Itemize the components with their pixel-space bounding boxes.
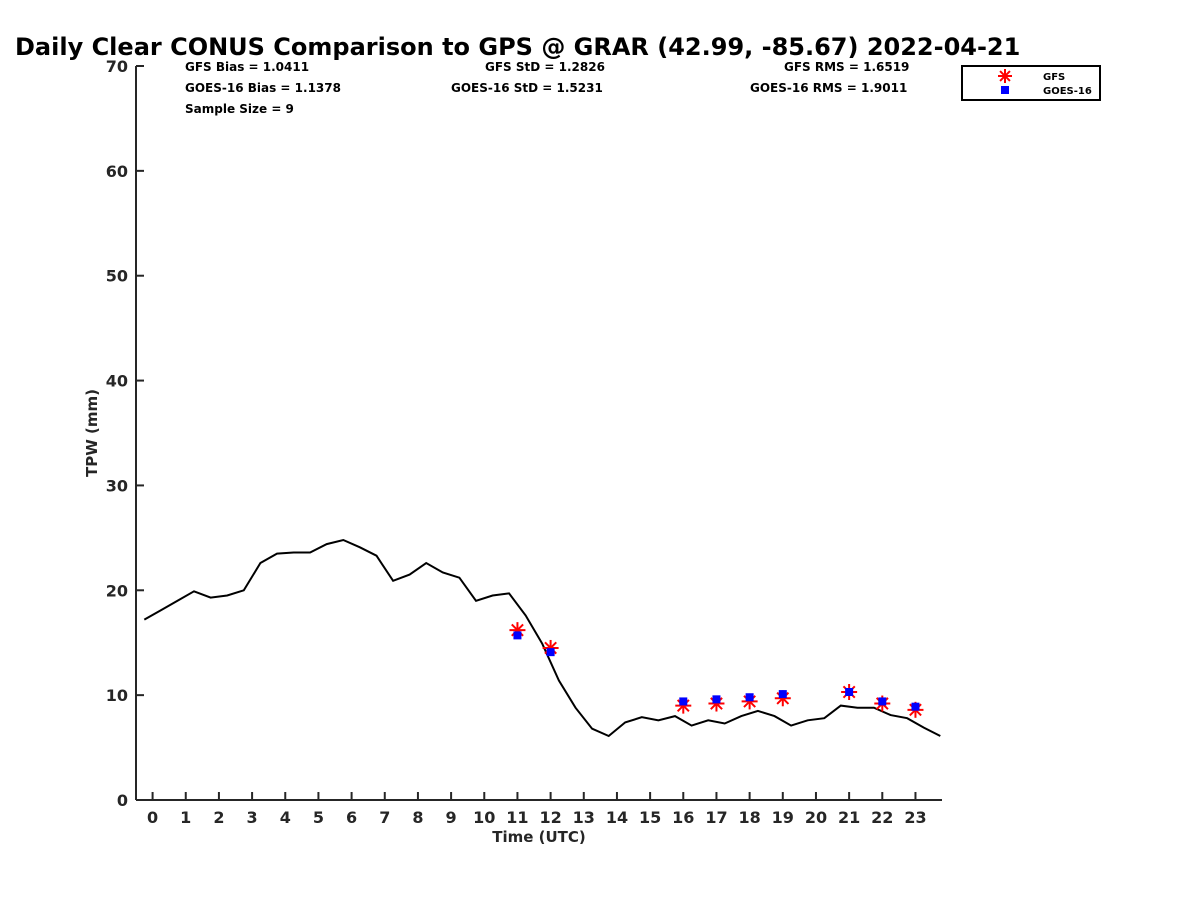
x-tick-label: 10 [473,808,495,827]
y-tick-label: 50 [106,267,128,286]
x-tick-label: 12 [539,808,561,827]
x-tick-label: 8 [412,808,423,827]
goes-rms-stat: GOES-16 RMS = 1.9011 [750,81,907,95]
goes-16-point [745,693,754,702]
sample-size-stat: Sample Size = 9 [185,102,294,116]
x-tick-label: 6 [346,808,357,827]
x-tick-label: 15 [639,808,661,827]
legend: GFS GOES-16 [961,65,1101,101]
gps-tpw-line [143,538,941,738]
x-tick-label: 14 [606,808,628,827]
goes-16-point [911,702,920,711]
goes-std-stat: GOES-16 StD = 1.5231 [451,81,603,95]
x-tick-label: 11 [506,808,528,827]
legend-goes-16-marker [1001,86,1009,94]
goes-16-point [513,631,522,640]
x-tick-label: 17 [705,808,727,827]
gfs-rms-stat: GFS RMS = 1.6519 [784,60,909,74]
legend-label: GFS [1043,72,1065,83]
axes [135,66,942,801]
y-tick-label: 30 [106,476,128,495]
x-tick-label: 13 [573,808,595,827]
gfs-bias-stat: GFS Bias = 1.0411 [185,60,309,74]
x-tick-label: 9 [446,808,457,827]
goes-16-point [546,648,555,657]
y-tick-label: 70 [106,57,128,76]
y-tick-label: 20 [106,581,128,600]
x-tick-label: 18 [738,808,760,827]
legend-box [961,65,1101,101]
x-tick-label: 5 [313,808,324,827]
y-tick-label: 10 [106,686,128,705]
y-ticks: 0 10 20 30 40 50 60 70 [106,57,144,810]
x-ticks: 0 1 2 3 4 5 6 7 8 9 10 11 12 13 14 15 16 17 18 19 20 21 22 23 [147,792,927,827]
goes-16-point [778,690,787,699]
series-layer [143,538,941,738]
x-tick-label: 20 [805,808,827,827]
goes-16-point [878,697,887,706]
goes-bias-stat: GOES-16 Bias = 1.1378 [185,81,341,95]
x-tick-label: 19 [772,808,794,827]
goes-16-point [712,695,721,704]
legend-label: GOES-16 [1043,86,1092,97]
goes-16-point [679,697,688,706]
legend-gfs-marker [998,69,1012,83]
x-tick-label: 16 [672,808,694,827]
chart-title: Daily Clear CONUS Comparison to GPS @ GR… [15,33,1020,61]
x-tick-label: 2 [213,808,224,827]
x-tick-label: 3 [247,808,258,827]
y-tick-label: 60 [106,162,128,181]
gfs-std-stat: GFS StD = 1.2826 [485,60,605,74]
x-axis-label: Time (UTC) [492,828,586,846]
y-axis-label: TPW (mm) [83,389,101,477]
x-tick-label: 7 [379,808,390,827]
y-tick-label: 0 [117,791,128,810]
x-tick-label: 1 [180,808,191,827]
x-tick-label: 4 [280,808,291,827]
x-tick-label: 22 [871,808,893,827]
x-tick-label: 21 [838,808,860,827]
x-tick-label: 0 [147,808,158,827]
y-tick-label: 40 [106,372,128,391]
x-tick-label: 23 [904,808,926,827]
goes-16-point [845,687,854,696]
